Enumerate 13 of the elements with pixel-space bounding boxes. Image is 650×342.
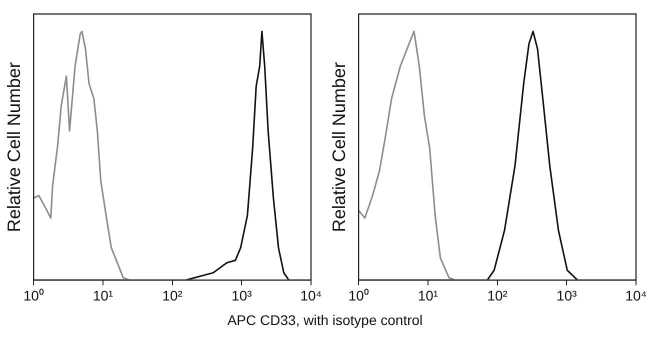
x-tick-label: 10¹ bbox=[418, 287, 438, 304]
x-tick-label: 10² bbox=[162, 287, 183, 304]
x-tick-label: 10⁰ bbox=[348, 287, 369, 304]
y-axis-title: Relative Cell Number bbox=[328, 62, 349, 232]
x-tick-label: 10⁰ bbox=[23, 287, 44, 304]
x-tick-label: 10⁴ bbox=[300, 287, 322, 304]
x-tick-label: 10³ bbox=[232, 287, 252, 304]
x-tick-label: 10³ bbox=[556, 287, 578, 304]
x-tick-label: 10⁴ bbox=[625, 287, 647, 304]
x-tick-label: 10¹ bbox=[92, 287, 114, 304]
y-axis-title: Relative Cell Number bbox=[4, 62, 24, 232]
x-tick-label: 10² bbox=[487, 287, 508, 304]
x-axis-title: APC CD33, with isotype control bbox=[226, 312, 424, 328]
